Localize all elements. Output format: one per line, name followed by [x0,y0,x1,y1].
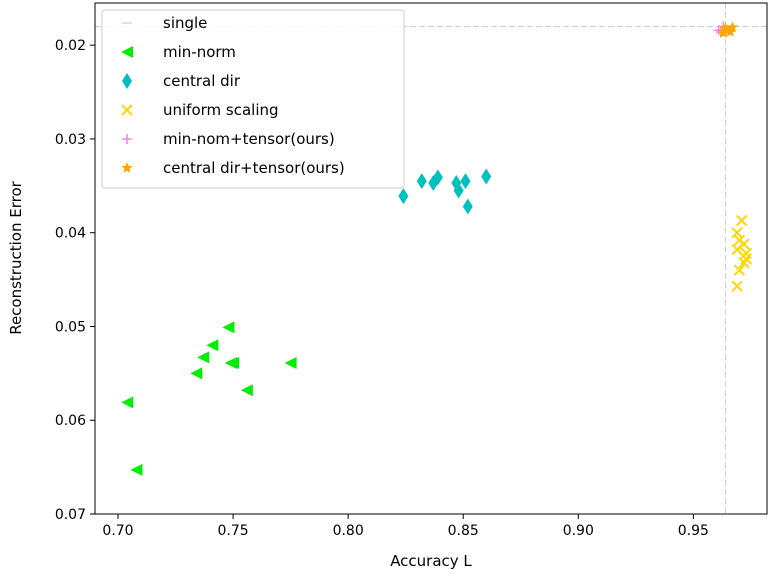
legend-item: single [122,14,207,32]
legend-box [101,9,405,189]
y-tick-label: 0.02 [55,38,86,54]
data-point [481,168,492,185]
data-point [197,351,210,364]
data-point [432,169,443,186]
legend-item: central dir+tensor(ours) [121,159,345,177]
legend-marker [122,134,132,144]
x-tick-label: 0.80 [333,523,364,539]
data-point [462,198,473,215]
x-tick-label: 0.70 [102,523,133,539]
x-tick-label: 0.95 [678,523,709,539]
legend-marker [121,162,133,173]
data-point [724,26,736,37]
y-tick-label: 0.05 [55,319,86,335]
plot-frame [94,2,768,515]
data-point [460,173,471,190]
legend-marker [121,46,133,58]
legend-label: central dir [163,72,241,90]
data-point [240,384,253,397]
data-point [190,367,203,380]
data-point [733,264,746,276]
series-uniform-scaling [731,214,752,292]
data-point [738,257,750,269]
data-point [398,188,409,205]
legend-item: min-nom+tensor(ours) [122,130,335,148]
legend-item: central dir [122,72,241,90]
data-point [735,214,748,227]
data-point [227,357,240,370]
series-central-dir-tensor-ours- [717,21,739,38]
data-point [726,21,739,33]
y-axis-label: Reconstruction Error [7,180,25,334]
data-point [453,182,464,199]
data-point [222,321,235,334]
data-point [731,227,743,239]
y-tick-label: 0.03 [55,132,86,148]
legend-label: central dir+tensor(ours) [163,159,345,177]
data-point [719,22,732,34]
y-axis: 0.02 0.03 0.04 0.05 0.06 0.07 [55,38,95,523]
y-tick-label: 0.06 [55,413,86,429]
legend-marker [121,104,133,116]
data-point [130,463,143,476]
data-point [206,339,219,352]
legend-marker [122,73,132,89]
data-point [731,280,743,292]
data-series [121,21,752,476]
data-point [284,357,297,370]
data-point [731,243,743,256]
data-point [717,27,729,38]
x-axis: 0.70 0.75 0.80 0.85 0.90 0.95 [102,514,709,539]
legend-label: single [163,14,207,32]
legend-label: min-norm [163,43,236,61]
y-tick-label: 0.07 [55,507,86,523]
series-central-dir [398,168,492,215]
series-min-norm [121,321,297,476]
legend: single min-norm central dir uniform scaling… [101,9,405,189]
legend-label: min-nom+tensor(ours) [163,130,335,148]
legend-item: uniform scaling [121,101,279,119]
x-axis-label: Accuracy L [390,552,472,570]
legend-item: min-norm [121,43,236,61]
data-point [121,396,134,409]
x-tick-label: 0.90 [563,523,594,539]
data-point [722,24,734,36]
legend-label: uniform scaling [163,101,279,119]
x-tick-label: 0.85 [448,523,479,539]
x-tick-label: 0.75 [217,523,248,539]
data-point [416,173,427,190]
y-tick-label: 0.04 [55,226,86,242]
